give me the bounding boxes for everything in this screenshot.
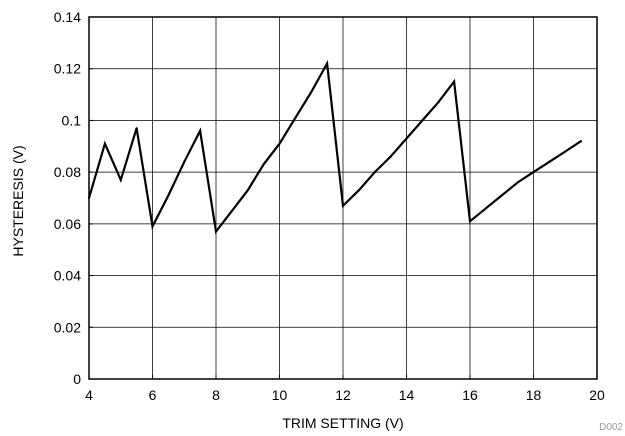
data-point	[183, 160, 186, 163]
data-point	[453, 80, 456, 83]
series-group	[87, 59, 583, 235]
x-tick-label: 14	[399, 387, 415, 403]
y-tick-label: 0	[73, 371, 81, 387]
x-tick-label: 16	[462, 387, 478, 403]
y-tick-labels: 0 0.02 0.04 0.06 0.08 0.1 0.12 0.14	[54, 9, 81, 387]
data-point	[405, 137, 408, 140]
data-point	[421, 119, 424, 122]
x-tick-label: 6	[149, 387, 157, 403]
data-point	[548, 160, 551, 163]
x-tick-label: 8	[212, 387, 220, 403]
x-tick-labels: 4 6 8 10 12 14 16 18 20	[85, 387, 605, 403]
data-point	[278, 142, 281, 145]
tick-marks	[88, 16, 598, 380]
x-tick-label: 4	[85, 387, 93, 403]
x-tick-label: 10	[272, 387, 288, 403]
data-point	[484, 207, 487, 210]
y-axis-title: HYSTERESIS (V)	[10, 145, 26, 256]
data-point	[532, 171, 535, 174]
data-point	[580, 140, 583, 143]
y-tick-label: 0.04	[54, 268, 81, 284]
y-tick-label: 0.08	[54, 164, 81, 180]
y-tick-label: 0.06	[54, 216, 81, 232]
data-point	[215, 230, 217, 233]
y-tick-label: 0.14	[54, 9, 81, 25]
data-point	[294, 116, 297, 119]
data-point	[516, 181, 519, 184]
data-point	[357, 189, 360, 192]
data-point	[167, 194, 170, 197]
data-point	[326, 62, 329, 65]
data-point	[262, 163, 265, 166]
data-point	[500, 194, 503, 197]
data-point	[437, 101, 440, 104]
x-tick-label: 12	[335, 387, 351, 403]
x-tick-label: 18	[526, 387, 542, 403]
series-line	[87, 59, 582, 235]
data-point	[564, 150, 567, 153]
data-point	[310, 90, 313, 93]
y-tick-label: 0.02	[54, 319, 81, 335]
data-point	[373, 171, 376, 174]
figure-code-label: D002	[599, 422, 623, 433]
data-point	[469, 220, 471, 223]
x-axis-title: TRIM SETTING (V)	[282, 415, 403, 431]
data-point	[246, 189, 249, 192]
data-point	[199, 129, 202, 132]
data-point	[103, 142, 106, 145]
data-point	[135, 127, 138, 130]
data-point	[230, 209, 233, 212]
data-point	[151, 225, 154, 228]
data-point	[342, 204, 344, 207]
y-tick-label: 0.1	[62, 112, 82, 128]
data-point	[389, 155, 392, 158]
data-point	[119, 178, 122, 181]
y-tick-label: 0.12	[54, 61, 81, 77]
x-tick-label: 20	[589, 387, 605, 403]
